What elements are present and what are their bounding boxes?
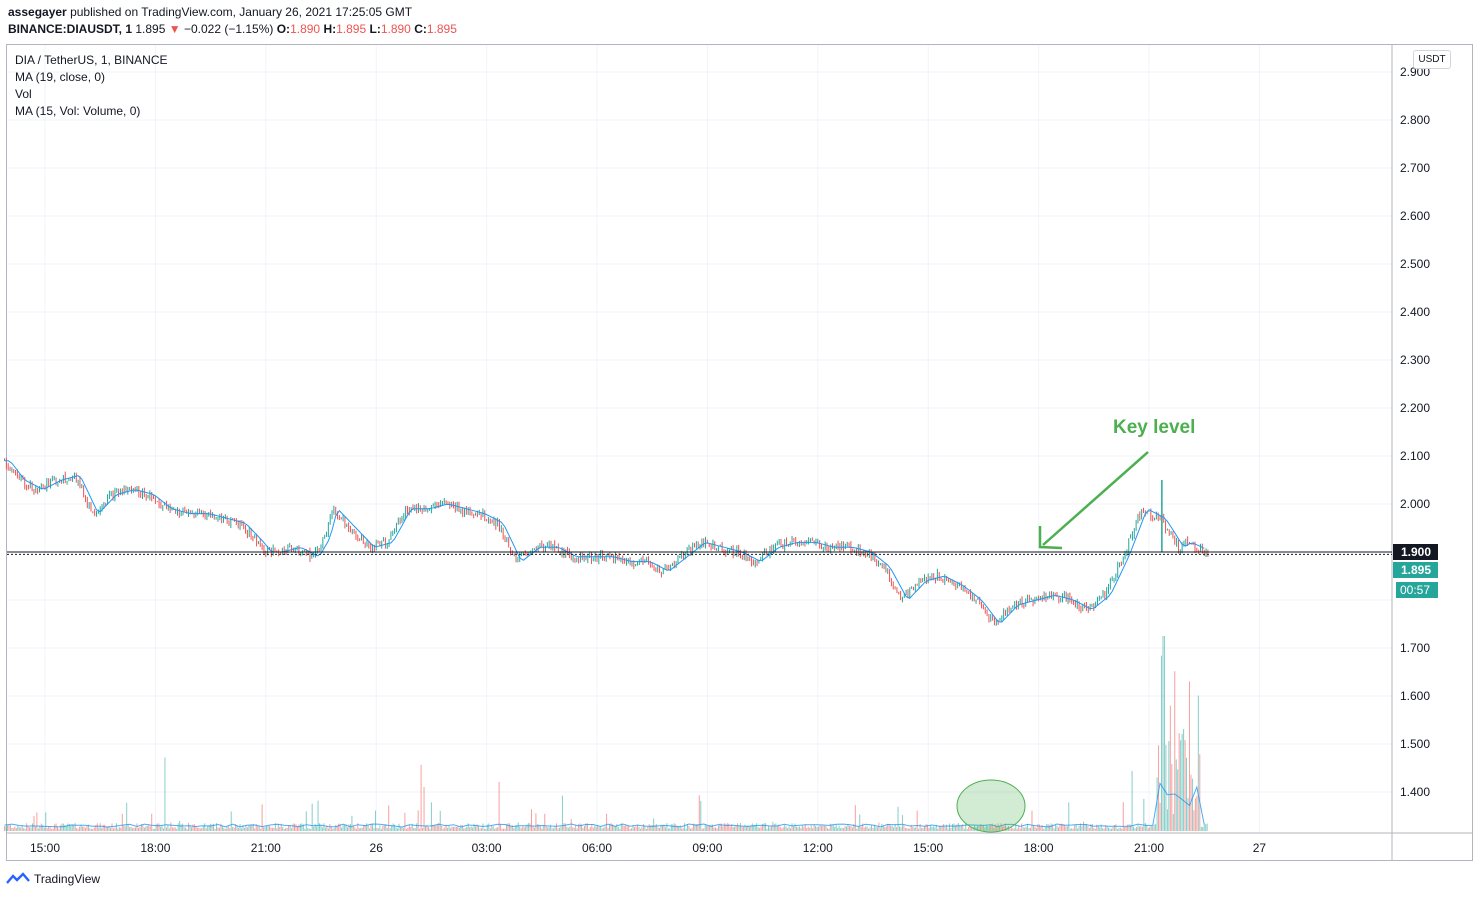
y-tick-label: 1.600	[1400, 689, 1430, 703]
y-tick-label: 2.200	[1400, 401, 1430, 415]
y-tick-label: 1.500	[1400, 737, 1430, 751]
y-tick-label: 2.400	[1400, 305, 1430, 319]
symbol-name: BINANCE:DIAUSDT, 1	[8, 22, 133, 36]
y-tick-label: 2.500	[1400, 257, 1430, 271]
close-label: C:	[414, 22, 427, 36]
price-change: −0.022 (−1.15%)	[183, 22, 274, 36]
countdown-tag	[1396, 582, 1438, 598]
y-tick-label: 1.700	[1400, 641, 1430, 655]
close-value: 1.895	[426, 22, 457, 36]
x-tick-label: 26	[370, 841, 384, 855]
publish-line: assegayer published on TradingView.com, …	[8, 5, 412, 19]
last-price: 1.895	[135, 22, 166, 36]
legend-ma[interactable]: MA (19, close, 0)	[15, 70, 106, 84]
legend-volume[interactable]: Vol	[15, 87, 32, 101]
volume-highlight-ellipse	[956, 779, 1026, 833]
footer-brand[interactable]: TradingView	[6, 872, 100, 886]
low-value: 1.890	[380, 22, 411, 36]
y-tick-label: 2.600	[1400, 209, 1430, 223]
last-price-tag-label: 1.895	[1401, 563, 1431, 577]
x-tick-label: 15:00	[30, 841, 60, 855]
open-label: O:	[276, 22, 291, 36]
annotation-arrow-head	[1038, 526, 1063, 550]
annotation-arrow-shaft	[1042, 451, 1149, 546]
high-label: H:	[323, 22, 337, 36]
y-tick-label: 2.000	[1400, 497, 1430, 511]
price-ma-line	[4, 460, 1205, 623]
x-tick-label: 06:00	[582, 841, 612, 855]
footer-brand-text: TradingView	[34, 872, 101, 886]
open-value: 1.890	[290, 22, 321, 36]
y-tick-label: 2.300	[1400, 353, 1430, 367]
x-tick-label: 27	[1253, 841, 1267, 855]
author-name: assegayer	[8, 5, 67, 19]
y-tick-label: 2.800	[1400, 113, 1430, 127]
x-tick-label: 15:00	[913, 841, 943, 855]
x-tick-label: 21:00	[1134, 841, 1164, 855]
x-tick-label: 12:00	[803, 841, 833, 855]
low-label: L:	[369, 22, 381, 36]
down-triangle-icon: ▼	[168, 22, 181, 36]
legend-volume-ma[interactable]: MA (15, Vol: Volume, 0)	[15, 104, 141, 118]
y-tick-label: 2.100	[1400, 449, 1430, 463]
currency-badge[interactable]: USDT	[1413, 50, 1451, 69]
x-tick-label: 18:00	[1024, 841, 1054, 855]
legend-symbol[interactable]: DIA / TetherUS, 1, BINANCE	[15, 53, 168, 67]
annotation-key-level: Key level	[1113, 417, 1196, 438]
volume-ma-line	[4, 781, 1205, 828]
x-tick-label: 21:00	[251, 841, 281, 855]
tradingview-logo-icon	[6, 872, 30, 884]
x-tick-label: 18:00	[140, 841, 170, 855]
y-tick-label: 2.700	[1400, 161, 1430, 175]
published-text: published on TradingView.com, January 26…	[70, 5, 413, 19]
x-tick-label: 09:00	[692, 841, 722, 855]
key-level-tag	[1393, 544, 1438, 560]
x-tick-label: 03:00	[472, 841, 502, 855]
y-tick-label: 1.400	[1400, 785, 1430, 799]
countdown-tag-label: 00:57	[1400, 583, 1430, 597]
last-price-tag	[1393, 562, 1438, 578]
key-level-tag-label: 1.900	[1401, 545, 1431, 559]
high-value: 1.895	[336, 22, 367, 36]
symbol-line: BINANCE:DIAUSDT, 1 1.895 ▼ −0.022 (−1.15…	[8, 22, 457, 36]
chart-frame[interactable]	[6, 44, 1473, 861]
